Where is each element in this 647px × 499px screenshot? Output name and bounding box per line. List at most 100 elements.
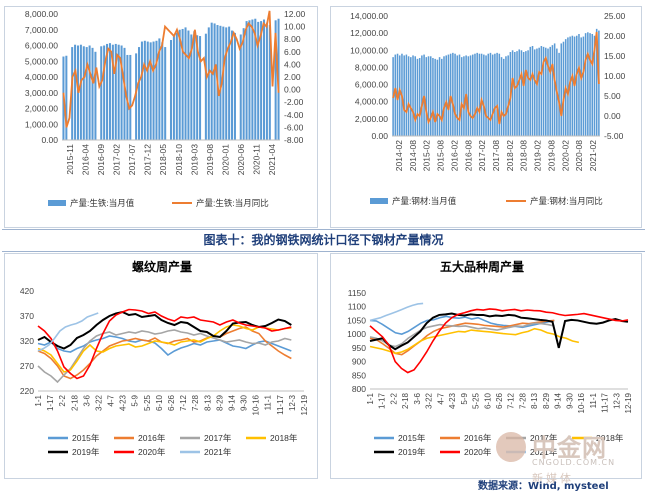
bar [533, 49, 536, 136]
y-right-tick-label: -5.00 [604, 131, 624, 141]
y-right-tick-label: 10.00 [604, 71, 626, 81]
bar [582, 36, 585, 136]
x-tick-label: 1-1 [34, 394, 43, 406]
bar [538, 47, 540, 136]
x-tick-label: 2015-08 [436, 140, 446, 171]
x-tick-label: 7-12 [507, 392, 516, 409]
bar [511, 50, 514, 136]
y-left-tick-label: 14,000.00 [350, 11, 388, 21]
bar [429, 56, 432, 136]
x-tick-label: 4-7 [436, 392, 445, 404]
x-tick-label: 11-1 [589, 392, 598, 408]
bar [571, 35, 574, 136]
bar [452, 52, 454, 136]
bar [514, 52, 516, 136]
y-right-tick-label: -6.00 [284, 122, 304, 132]
x-tick-label: 1-1 [366, 392, 375, 404]
legend-label: 2016年 [464, 433, 492, 443]
series-line [37, 312, 99, 352]
y-left-tick-label: 3,000.00 [25, 88, 58, 98]
bar [161, 42, 164, 140]
legend-label: 2018年 [596, 433, 624, 443]
y-tick-label: 420 [20, 286, 34, 296]
x-tick-label: 2020-11 [252, 144, 262, 175]
bar [155, 40, 158, 140]
bar [412, 55, 414, 136]
bar [456, 55, 459, 136]
series-line [369, 322, 555, 348]
bar [591, 34, 594, 136]
y-right-tick-label: 5.00 [604, 91, 621, 101]
y-left-tick-label: 2,000.00 [355, 114, 388, 124]
bar [91, 47, 94, 140]
bar [181, 28, 184, 140]
series-line [369, 308, 629, 374]
bar [589, 33, 591, 136]
bar [225, 27, 228, 140]
y-right-tick-label: 8.00 [284, 34, 301, 44]
legend-label: 2021年 [530, 447, 558, 457]
x-tick-label: 2014-02 [394, 140, 404, 171]
bar [578, 34, 580, 136]
x-tick-label: 11-17 [276, 394, 285, 414]
legend-label: 2021年 [204, 447, 232, 457]
x-tick-label: 2017-07 [127, 144, 137, 175]
bar [423, 54, 425, 136]
x-tick-label: 6-26 [495, 392, 504, 409]
x-tick-label: 12-19 [624, 392, 633, 413]
series-line [369, 327, 580, 355]
x-tick-label: 9-14 [554, 392, 563, 409]
bar [547, 48, 549, 136]
x-tick-label: 10-16 [252, 394, 261, 415]
y-tick-label: 1050 [347, 315, 366, 325]
chart-title: 螺纹周产量 [132, 259, 192, 274]
y-tick-label: 800 [352, 384, 366, 394]
bar [458, 54, 461, 136]
bar [85, 47, 88, 140]
bar [196, 35, 199, 140]
y-left-tick-label: 0.00 [41, 135, 58, 145]
x-tick-label: 2016-02 [449, 140, 459, 171]
series-line [369, 319, 555, 356]
bar [410, 57, 412, 136]
x-tick-label: 2018-02 [505, 140, 515, 171]
x-tick-label: 2017-02 [477, 140, 487, 171]
bar [231, 30, 234, 140]
bar [403, 55, 405, 136]
figure-caption: 图表十：我的钢铁网统计口径下钢材产量情况 [203, 233, 444, 247]
x-tick-label: 1-17 [46, 394, 55, 411]
x-tick-label: 8-29 [542, 392, 551, 409]
y-left-tick-label: 12,000.00 [350, 28, 388, 38]
bar [520, 50, 523, 136]
bar [485, 55, 487, 136]
y-left-tick-label: 8,000.00 [355, 62, 388, 72]
bar [233, 32, 236, 140]
bar [460, 57, 463, 136]
legend-line-label: 产量:钢材:当月同比 [530, 196, 603, 206]
x-tick-label: 6-10 [483, 392, 492, 409]
bar [416, 58, 419, 136]
bar [175, 32, 178, 140]
bar [164, 47, 167, 140]
y-tick-label: 850 [352, 370, 366, 380]
y-left-tick-label: 10,000.00 [350, 45, 388, 55]
bar [494, 53, 496, 136]
chart-frame [4, 6, 318, 228]
bar [143, 40, 146, 140]
bar [480, 53, 483, 136]
x-tick-label: 2018-08 [519, 140, 529, 171]
bar [445, 55, 447, 136]
x-tick-label: 2-2 [389, 392, 398, 404]
x-tick-label: 5-9 [131, 394, 140, 406]
x-tick-label: 2020-08 [574, 140, 584, 171]
bar [219, 25, 222, 141]
series-line [369, 312, 629, 351]
bar [94, 51, 97, 140]
bar [436, 59, 439, 136]
bar [251, 19, 254, 140]
y-tick-label: 1150 [348, 288, 367, 298]
bar [551, 45, 554, 136]
bar [454, 53, 456, 136]
x-tick-label: 7-28 [191, 394, 200, 411]
bar [518, 49, 521, 136]
